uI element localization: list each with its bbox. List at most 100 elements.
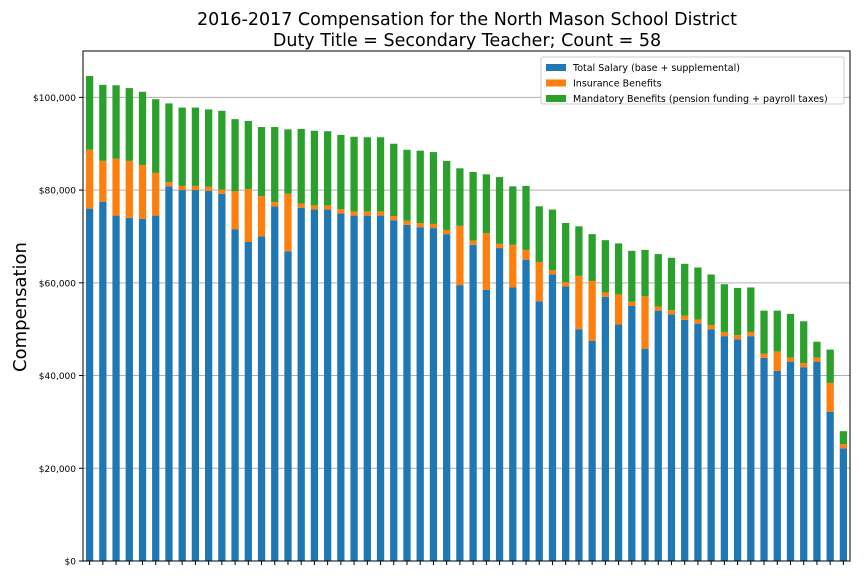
bar-segment	[813, 341, 821, 358]
bar-segment	[125, 160, 133, 218]
bar-segment	[548, 274, 557, 561]
bar-segment	[469, 244, 477, 562]
bar-segment	[152, 215, 160, 561]
bar-segment	[416, 227, 424, 561]
legend-swatch	[546, 95, 566, 102]
bar-segment	[257, 196, 266, 237]
bar-segment	[747, 287, 755, 332]
bar-segment	[747, 336, 755, 561]
bar-segment	[575, 226, 583, 276]
bar-segment	[350, 211, 358, 216]
bar-segment	[800, 363, 808, 368]
bar-segment	[707, 274, 715, 326]
bar-segment	[654, 254, 662, 307]
bar-segment	[284, 129, 292, 194]
bar-segment	[178, 185, 186, 191]
bar-segment	[324, 205, 332, 210]
legend-box	[540, 56, 845, 105]
bar-segment	[271, 127, 279, 203]
bar-segment	[112, 85, 120, 159]
bar-segment	[403, 224, 411, 561]
bar-segment	[204, 191, 213, 561]
bar-segment	[376, 215, 385, 561]
bar-segment	[284, 193, 292, 252]
bar-segment	[628, 306, 636, 561]
bar-segment	[839, 448, 848, 561]
bar-segment	[588, 340, 596, 561]
bar-segment	[641, 249, 649, 297]
bar-segment	[813, 361, 821, 561]
y-tick-label: $100,000	[33, 94, 76, 104]
bar-segment	[562, 282, 570, 287]
bar-segment	[112, 158, 120, 216]
bar-segment	[390, 216, 398, 221]
bar-segment	[231, 229, 239, 561]
bar-segment	[324, 131, 332, 206]
bar-segment	[363, 215, 371, 561]
bar-segment	[548, 209, 557, 271]
bar-segment	[681, 263, 689, 316]
bar-segment	[839, 444, 848, 449]
bar-segment	[575, 275, 583, 330]
bar-segment	[376, 211, 385, 216]
bar-segment	[800, 367, 808, 561]
bar-segment	[416, 223, 424, 228]
bar-segment	[694, 323, 702, 561]
bar-segment	[244, 121, 252, 190]
bar-segment	[839, 431, 848, 445]
bar-segment	[443, 234, 451, 562]
bar-segment	[720, 331, 729, 337]
bar-segment	[522, 249, 530, 260]
legend-label: Insurance Benefits	[573, 79, 662, 90]
legend-swatch	[546, 64, 566, 71]
bar-segment	[733, 339, 742, 561]
bar-segment	[495, 248, 504, 561]
bar-segment	[363, 137, 371, 212]
bar-segment	[191, 185, 200, 191]
bar-segment	[218, 189, 226, 194]
bar-segment	[218, 193, 226, 562]
bar-segment	[99, 84, 107, 161]
bar-segment	[813, 357, 821, 362]
bar-segment	[509, 287, 517, 561]
bar-segment	[390, 220, 398, 561]
bar-segment	[257, 236, 266, 562]
bar-segment	[601, 296, 609, 561]
plot-frame	[82, 50, 851, 562]
bar-segment	[760, 353, 768, 358]
bar-segment	[826, 349, 834, 383]
bar-segment	[733, 335, 742, 340]
legend-label: Total Salary (base + supplemental)	[572, 63, 740, 74]
bar-segment	[786, 357, 795, 362]
bar-segment	[654, 310, 662, 561]
bar-segment	[667, 314, 676, 561]
bar-segment	[826, 411, 834, 561]
bar-segment	[138, 91, 147, 166]
bar-segment	[707, 325, 715, 330]
bar-segment	[667, 257, 676, 311]
bar-segment	[601, 292, 609, 297]
bar-segment	[575, 329, 583, 561]
bar-segment	[482, 174, 490, 234]
bar-segment	[469, 172, 477, 241]
bars	[85, 76, 848, 562]
bar-segment	[826, 382, 834, 412]
bar-segment	[443, 229, 451, 235]
bar-segment	[231, 119, 239, 192]
bar-segment	[403, 149, 411, 221]
bar-segment	[244, 189, 252, 243]
bar-segment	[456, 285, 464, 561]
bar-segment	[297, 203, 305, 208]
bar-segment	[786, 361, 795, 561]
y-tick-label: $80,000	[39, 187, 76, 197]
bar-segment	[509, 186, 517, 245]
bar-segment	[138, 165, 147, 219]
bar-segment	[429, 223, 438, 229]
bar-segment	[720, 336, 729, 561]
bar-segment	[376, 137, 385, 212]
bar-segment	[522, 185, 530, 250]
bar-segment	[588, 234, 596, 281]
bar-segment	[125, 88, 133, 161]
bar-segment	[548, 270, 557, 275]
